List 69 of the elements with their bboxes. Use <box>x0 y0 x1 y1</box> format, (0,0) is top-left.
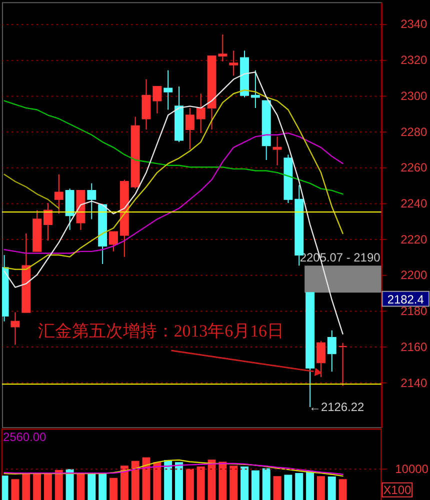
candlestick <box>164 70 173 110</box>
candlestick <box>142 78 151 130</box>
candlestick <box>54 174 64 214</box>
line-series <box>4 132 344 254</box>
bar <box>218 462 227 500</box>
text: 2182.4 <box>387 292 424 306</box>
bar <box>66 469 74 500</box>
bar <box>273 476 282 500</box>
bar <box>262 468 270 500</box>
bar <box>284 474 292 500</box>
line-series <box>4 174 60 209</box>
text: 10000 <box>395 462 429 476</box>
y-tick-label: 2340 <box>400 17 428 32</box>
candlestick <box>87 182 96 220</box>
y-tick-label: 2320 <box>400 53 428 68</box>
candlestick <box>43 202 52 242</box>
candlestick <box>250 70 260 108</box>
bar <box>98 472 107 500</box>
y-tick-label: 2180 <box>400 304 428 318</box>
annotation: 汇金第五次增持：2013年6月16日 <box>38 322 284 341</box>
bar <box>120 466 128 500</box>
text: X100 <box>383 482 412 497</box>
bar <box>76 473 85 500</box>
bar <box>11 479 20 500</box>
y-tick-label: 2260 <box>400 160 428 175</box>
bar <box>88 474 96 500</box>
annotation: ←2126.22 <box>309 400 364 414</box>
y-tick-label: 2140 <box>400 376 428 390</box>
candlestick <box>229 50 238 76</box>
candlestick <box>10 312 20 346</box>
bar <box>208 460 216 500</box>
bar <box>316 476 325 500</box>
candlestick <box>196 93 206 134</box>
bar <box>164 460 172 500</box>
bar <box>251 470 260 500</box>
candlestick <box>152 86 162 114</box>
bar <box>186 468 194 500</box>
bar <box>153 462 162 500</box>
line-series <box>4 89 344 270</box>
bar <box>240 466 248 500</box>
bar <box>131 460 140 500</box>
candlestick <box>327 330 336 372</box>
y-tick-label: 2160 <box>400 340 428 354</box>
bar <box>338 479 347 500</box>
candlestick <box>316 340 326 378</box>
candlestick <box>185 107 194 150</box>
bar <box>175 462 183 500</box>
text: 2560.00 <box>2 430 46 444</box>
bar <box>54 470 63 500</box>
bar <box>230 466 238 500</box>
candlestick <box>272 136 282 166</box>
bar <box>328 476 336 500</box>
candlestick <box>338 342 348 386</box>
bar <box>22 473 30 500</box>
y-tick-label: 2280 <box>400 124 428 139</box>
bar <box>306 470 314 500</box>
bar <box>295 473 304 500</box>
bar <box>33 472 42 500</box>
bar <box>110 478 118 500</box>
bar <box>2 476 8 500</box>
line-series <box>4 100 344 195</box>
y-tick-label: 2300 <box>400 88 428 103</box>
candlestick <box>109 231 118 252</box>
y-tick-label: 2220 <box>400 232 428 246</box>
bar <box>196 466 205 500</box>
candlestick <box>218 34 228 62</box>
bar <box>44 473 52 500</box>
y-tick-label: 2200 <box>400 268 428 282</box>
y-tick-label: 2240 <box>400 196 428 210</box>
